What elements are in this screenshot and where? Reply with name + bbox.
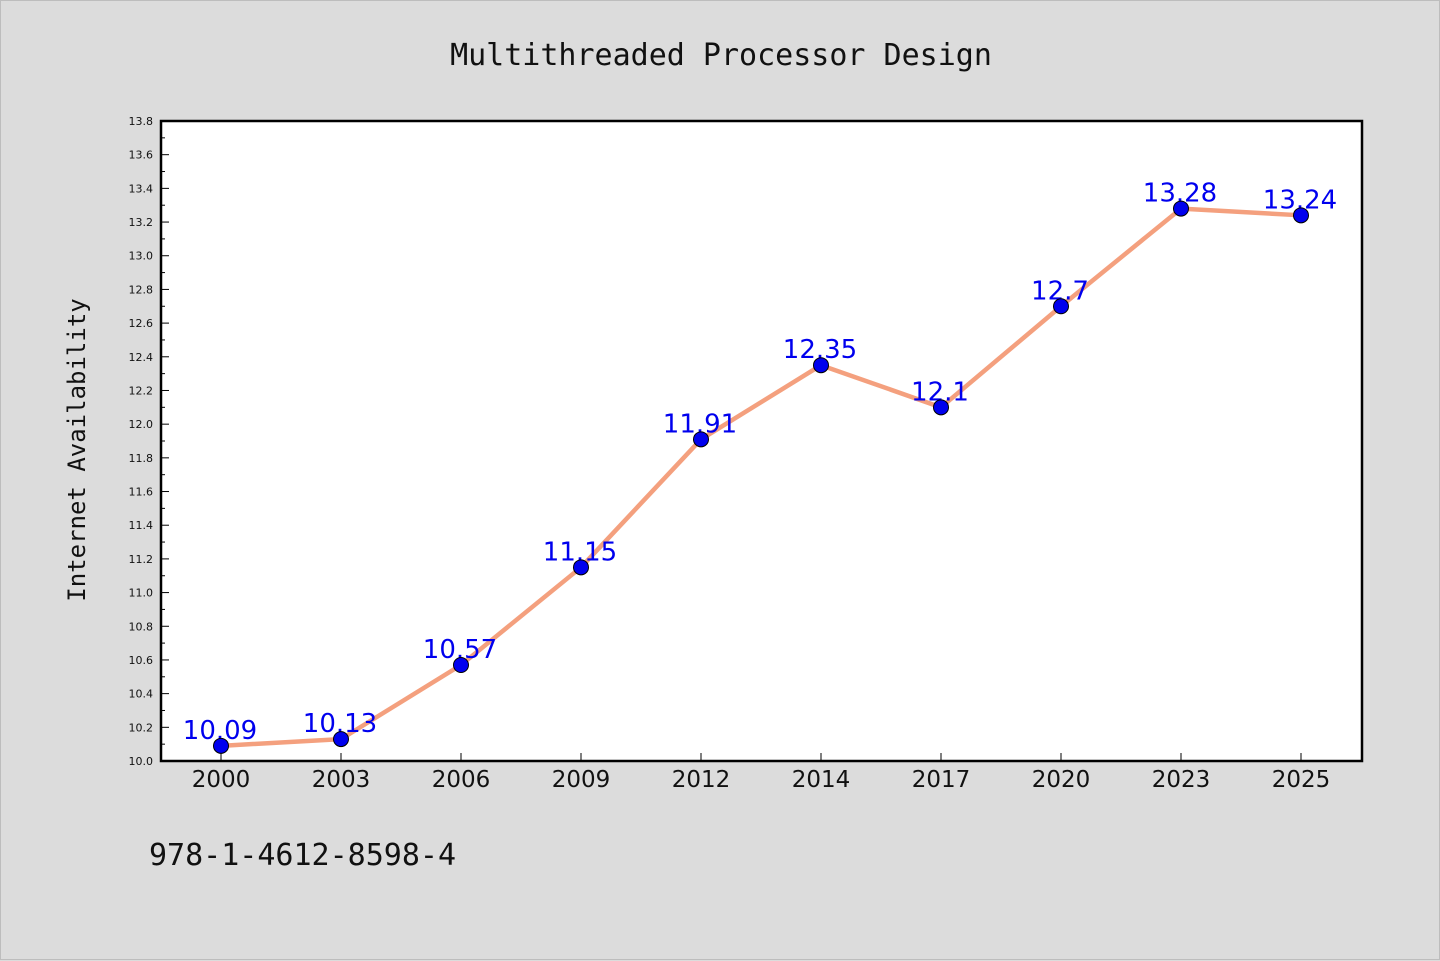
data-point: [213, 737, 229, 754]
x-tick-label: 2009: [552, 767, 611, 793]
y-tick-label: 12.6: [129, 317, 154, 330]
y-axis-label: Internet Availability: [63, 298, 91, 601]
series-line-group: [218, 206, 1304, 749]
x-tick-label: 2017: [912, 767, 971, 793]
data-point: [1173, 200, 1189, 217]
data-point: [573, 559, 589, 576]
y-tick-label: 12.8: [129, 283, 154, 296]
y-tick-label: 11.6: [129, 486, 154, 499]
y-tick-label: 13.4: [129, 182, 154, 195]
series-line: [218, 206, 1304, 749]
chart-title: Multithreaded Processor Design: [450, 38, 992, 73]
y-tick-label: 12.2: [129, 384, 154, 397]
y-axis-ticks: 10.0 10.2 10.4 10.6 10.8 11.0 11.2 11.4 11.6 11.8…: [129, 115, 169, 768]
x-tick-label: 2020: [1032, 767, 1091, 793]
y-tick-label: 13.8: [129, 115, 154, 128]
data-point: [1293, 207, 1309, 224]
y-tick-label: 10.4: [129, 688, 154, 701]
y-tick-label: 10.2: [129, 721, 154, 734]
y-tick-label: 13.0: [129, 250, 154, 263]
y-tick-label: 13.6: [129, 149, 154, 162]
y-tick-label: 11.2: [129, 553, 154, 566]
y-tick-label: 11.4: [129, 519, 154, 532]
x-tick-label: 2025: [1272, 767, 1331, 793]
x-tick-label: 2023: [1152, 767, 1211, 793]
isbn-footnote: 978-1-4612-8598-4: [149, 838, 456, 873]
y-tick-label: 13.2: [129, 216, 154, 229]
plot-area: [159, 119, 1364, 763]
data-point: [933, 399, 949, 416]
data-point: [1053, 298, 1069, 315]
data-point: [333, 731, 349, 748]
y-tick-label: 10.0: [129, 755, 154, 768]
y-tick-label: 10.6: [129, 654, 154, 667]
data-point: [813, 357, 829, 374]
y-tick-label: 11.0: [129, 587, 154, 600]
x-tick-label: 2006: [432, 767, 491, 793]
data-points: [213, 200, 1309, 754]
y-tick-label: 10.8: [129, 620, 154, 633]
data-point: [693, 431, 709, 448]
y-tick-label: 12.4: [129, 351, 154, 364]
data-point: [453, 657, 469, 673]
y-tick-label: 11.8: [129, 452, 154, 465]
x-tick-label: 2012: [672, 767, 731, 793]
y-tick-label: 12.0: [129, 418, 154, 431]
x-axis-ticks: 2000 2003 2006 2009 2012 2014 2017 2020 2023 2025: [192, 753, 1331, 793]
x-tick-label: 2003: [312, 767, 371, 793]
x-tick-label: 2000: [192, 767, 251, 793]
x-tick-label: 2014: [792, 767, 851, 793]
